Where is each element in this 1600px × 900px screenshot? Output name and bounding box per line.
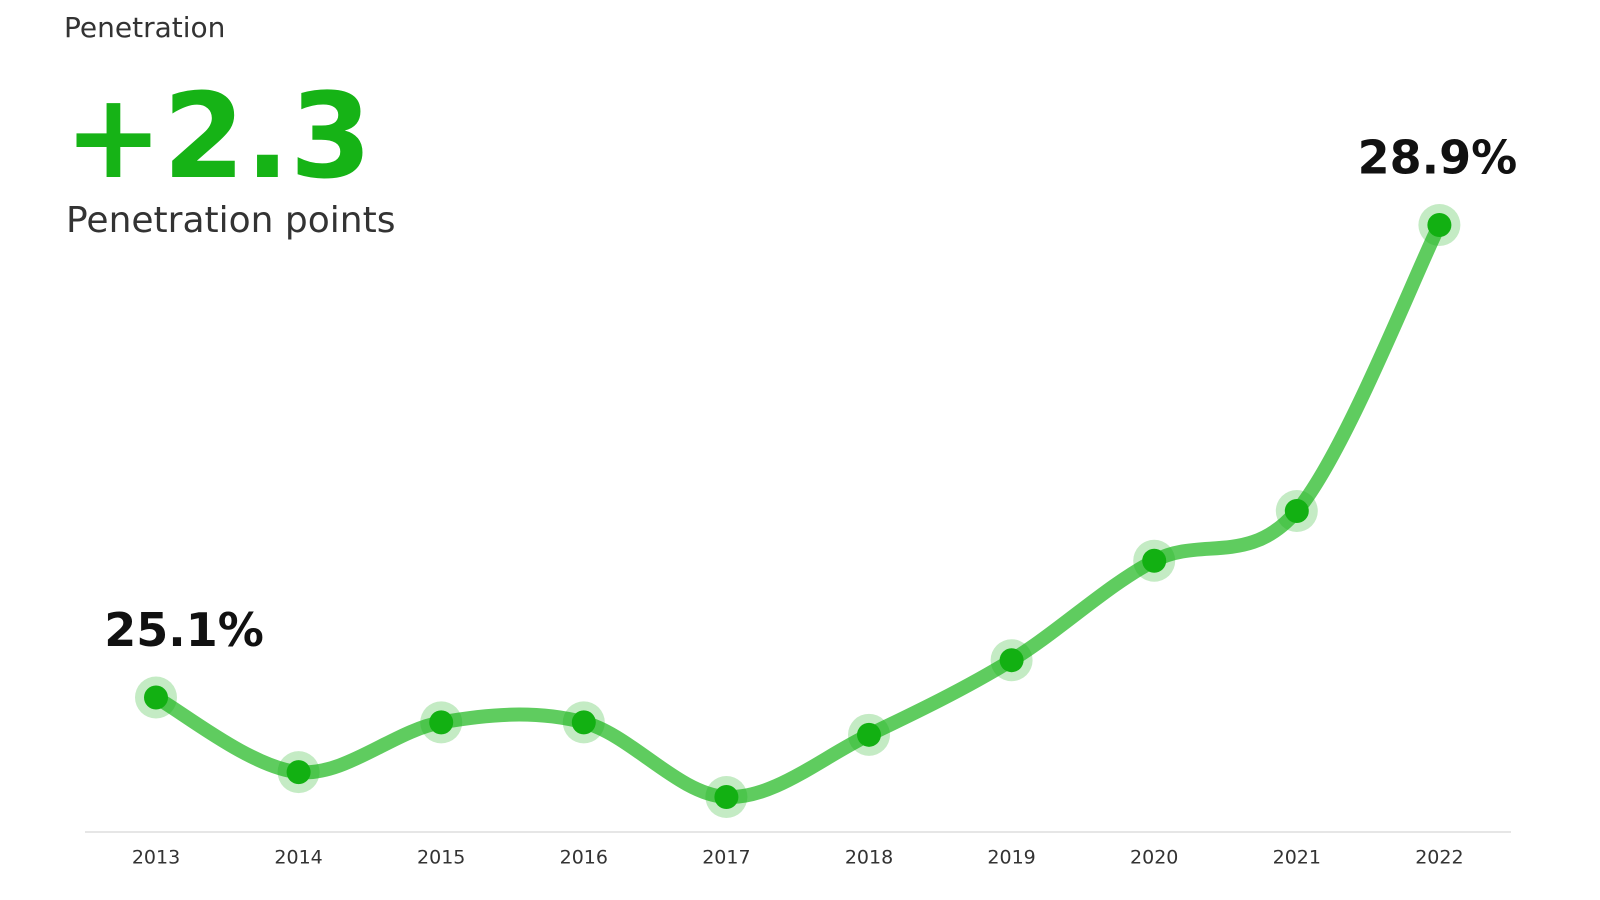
x-tick-label: 2022 [1415, 847, 1463, 869]
x-tick-label: 2016 [560, 847, 608, 869]
marker [429, 710, 454, 735]
marker [571, 710, 596, 735]
x-tick-label: 2018 [845, 847, 893, 869]
x-tick-label: 2021 [1273, 847, 1321, 869]
x-tick-label: 2015 [417, 847, 465, 869]
marker [1142, 548, 1167, 573]
marker [857, 722, 881, 747]
x-tick-label: 2020 [1130, 847, 1178, 869]
data-label: 28.9% [1358, 131, 1518, 185]
subtitle: Penetration [64, 11, 225, 44]
marker [286, 760, 311, 785]
headline-caption: Penetration points [66, 200, 395, 241]
x-tick-label: 2013 [132, 847, 180, 869]
data-label: 25.1% [104, 603, 264, 657]
marker [1284, 499, 1309, 523]
marker [999, 648, 1024, 673]
x-tick-label: 2019 [987, 847, 1035, 869]
marker [144, 685, 168, 710]
marker [1427, 213, 1452, 237]
line [149, 218, 1447, 805]
headline: +2.3 [64, 67, 372, 205]
x-tick-label: 2014 [274, 847, 322, 869]
x-tick-label: 2017 [702, 847, 750, 869]
marker [714, 785, 739, 809]
